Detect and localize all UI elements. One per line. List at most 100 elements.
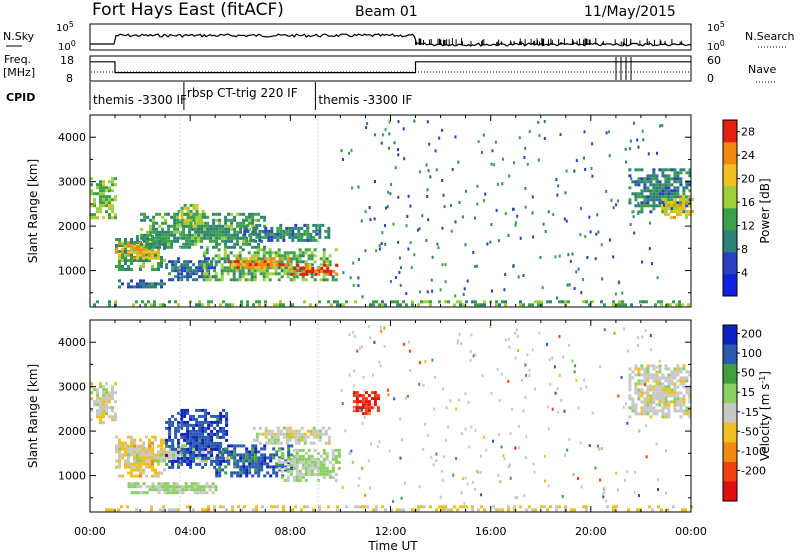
scatter-point xyxy=(603,486,606,490)
scatter-point xyxy=(482,133,485,137)
y-tick-label: 2000 xyxy=(58,220,86,233)
scatter-point xyxy=(665,391,667,395)
scatter-point xyxy=(435,452,438,456)
scatter-point xyxy=(458,398,460,402)
scatter-point xyxy=(390,183,393,186)
scatter-point xyxy=(644,329,647,333)
scatter-point xyxy=(441,226,444,230)
scatter-point xyxy=(497,239,500,243)
y-tick-label: 4000 xyxy=(58,131,86,144)
scatter-point xyxy=(634,470,636,474)
scatter-point xyxy=(434,375,437,379)
scatter-point xyxy=(568,437,571,441)
data-region xyxy=(628,364,692,419)
scatter-point xyxy=(470,333,473,337)
freq-tick-top: 18 xyxy=(60,54,74,67)
data-region xyxy=(177,203,205,228)
scatter-point xyxy=(426,188,429,192)
scatter-point xyxy=(381,133,384,137)
scatter-point xyxy=(532,462,535,466)
scatter-point xyxy=(426,120,429,124)
scatter-point xyxy=(472,251,475,254)
scatter-point xyxy=(431,289,434,293)
scatter-point xyxy=(397,195,400,199)
scatter-point xyxy=(594,257,597,261)
scatter-point xyxy=(426,290,429,294)
scatter-point xyxy=(490,162,493,166)
scatter-point xyxy=(609,238,612,242)
scatter-point xyxy=(543,454,546,458)
data-region xyxy=(165,408,229,469)
scatter-point xyxy=(659,124,662,128)
scatter-point xyxy=(476,264,479,268)
scatter-point xyxy=(580,485,583,489)
y-tick-label: 1000 xyxy=(58,470,86,483)
scatter-point xyxy=(360,219,363,223)
scatter-point xyxy=(462,293,465,296)
time-tick-label: 08:00 xyxy=(274,525,306,538)
scatter-point xyxy=(575,379,578,382)
scatter-point xyxy=(387,146,390,150)
scatter-point xyxy=(352,261,355,265)
scatter-point xyxy=(524,396,527,400)
scatter-point xyxy=(658,359,661,363)
nsearch-label: N.Search xyxy=(745,30,795,43)
scatter-point xyxy=(598,447,601,451)
scatter-point xyxy=(465,189,468,193)
scatter-point xyxy=(476,202,479,206)
scatter-point xyxy=(458,201,461,204)
scatter-point xyxy=(399,417,402,421)
scatter-point xyxy=(441,387,444,391)
scatter-point xyxy=(507,337,510,341)
scatter-point xyxy=(566,283,569,287)
scatter-point xyxy=(432,463,435,467)
scatter-point xyxy=(408,349,411,353)
scatter-point xyxy=(460,342,463,345)
scatter-point xyxy=(498,432,500,436)
scatter-point xyxy=(583,156,585,160)
scatter-point xyxy=(497,182,499,186)
scatter-point xyxy=(541,286,544,290)
nsky-frame xyxy=(89,23,692,51)
scatter-point xyxy=(378,360,381,364)
scatter-point xyxy=(344,429,347,433)
colorbar-tick-label: 12 xyxy=(741,220,755,233)
scatter-point xyxy=(573,287,576,290)
y-tick-label: 3000 xyxy=(58,176,86,189)
scatter-point xyxy=(515,328,518,332)
scatter-point xyxy=(649,364,652,368)
scatter-point xyxy=(635,367,638,370)
scatter-point xyxy=(571,359,574,363)
scatter-point xyxy=(507,465,510,469)
scatter-point xyxy=(522,274,525,277)
scatter-point xyxy=(387,393,390,397)
colorbar-tick-label: 28 xyxy=(741,126,755,139)
colorbar-band xyxy=(723,364,737,384)
scatter-point xyxy=(583,130,586,134)
scatter-point xyxy=(502,157,504,161)
scatter-point xyxy=(525,435,528,439)
scatter-point xyxy=(538,134,541,138)
scatter-point xyxy=(406,394,409,398)
scatter-point xyxy=(651,375,654,379)
power-x-ticks xyxy=(89,115,692,307)
scatter-point xyxy=(590,166,593,170)
scatter-point xyxy=(424,422,427,426)
scatter-point xyxy=(514,446,517,450)
scatter-point xyxy=(537,158,540,162)
scatter-point xyxy=(568,283,571,287)
scatter-point xyxy=(429,175,432,179)
data-region xyxy=(93,300,690,307)
scatter-point xyxy=(523,156,526,159)
scatter-point xyxy=(481,374,484,377)
scatter-point xyxy=(361,421,364,425)
scatter-point xyxy=(369,218,372,222)
nsearch-tick-top: 105 xyxy=(707,20,725,35)
scatter-point xyxy=(392,222,395,226)
scatter-point xyxy=(444,280,447,284)
scatter-point xyxy=(495,208,498,212)
scatter-point xyxy=(649,383,652,387)
time-tick-label: 00:00 xyxy=(74,525,106,538)
freq-unit: [MHz] xyxy=(3,66,35,79)
scatter-point xyxy=(628,147,631,151)
